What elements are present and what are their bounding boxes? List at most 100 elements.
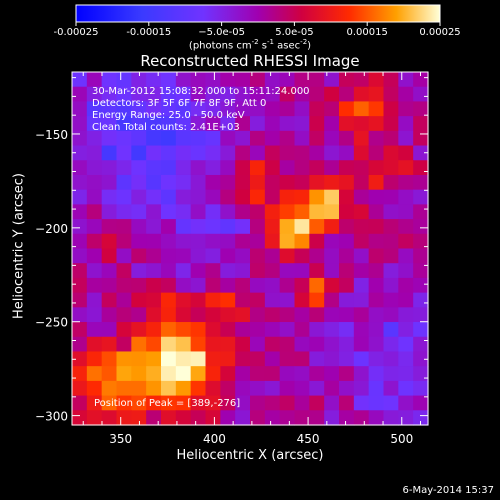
- heatmap-cell: [116, 336, 132, 353]
- heatmap-cell: [324, 307, 340, 323]
- heatmap-cell: [339, 380, 355, 397]
- heatmap-cell: [101, 410, 118, 426]
- heatmap-cell: [116, 101, 132, 117]
- heatmap-cell: [368, 189, 385, 205]
- heatmap-cell: [161, 86, 177, 103]
- colorbar-ticks: -0.00025 -0.00015 −5.0e-05 5.0e-05 0.00015 0.…: [54, 22, 461, 38]
- heatmap-cell: [398, 307, 414, 323]
- heatmap-cell: [398, 204, 414, 220]
- heatmap-cell: [205, 263, 221, 279]
- heatmap-cell: [250, 307, 266, 323]
- heatmap-cell: [250, 233, 266, 250]
- heatmap-cell: [279, 72, 296, 88]
- heatmap-cell: [279, 380, 296, 397]
- heatmap-cell: [294, 204, 310, 220]
- heatmap-cell: [294, 263, 310, 279]
- heatmap-cell: [368, 322, 385, 338]
- heatmap-cell: [72, 72, 88, 88]
- heatmap-cell: [235, 189, 251, 205]
- heatmap-cell: [86, 336, 103, 353]
- heatmap-cell: [324, 101, 340, 117]
- heatmap-cell: [413, 322, 429, 338]
- heatmap-cell: [86, 263, 103, 279]
- heatmap-cell: [161, 130, 177, 147]
- heatmap-cell: [279, 189, 296, 205]
- heatmap-cell: [146, 248, 162, 264]
- heatmap-cell: [279, 130, 296, 147]
- heatmap-cell: [235, 277, 251, 294]
- heatmap-cell: [264, 351, 281, 367]
- heatmap-cell: [131, 130, 147, 147]
- heatmap-cell: [131, 307, 147, 323]
- heatmap-cell: [309, 86, 325, 103]
- heatmap-cell: [86, 86, 103, 103]
- heatmap-cell: [205, 160, 221, 176]
- heatmap-cell: [190, 204, 207, 220]
- heatmap-cell: [86, 395, 103, 411]
- heatmap-cell: [146, 395, 162, 411]
- heatmap-cell: [383, 277, 399, 294]
- heatmap-cell: [294, 116, 310, 132]
- heatmap-cell: [353, 307, 370, 323]
- heatmap-cell: [353, 189, 370, 205]
- heatmap-cell: [250, 116, 266, 132]
- heatmap-cell: [146, 292, 162, 308]
- heatmap-cell: [220, 130, 236, 147]
- heatmap-cell: [101, 395, 118, 411]
- heatmap-cell: [161, 116, 177, 132]
- heatmap-cell: [264, 101, 281, 117]
- heatmap-cell: [398, 160, 414, 176]
- heatmap-cell: [146, 263, 162, 279]
- heatmap-cell: [131, 395, 147, 411]
- axis-ticks: 350 400 450 500 −150 −200 −250 −300: [35, 72, 428, 446]
- heatmap-cell: [205, 292, 221, 308]
- heatmap-cell: [86, 101, 103, 117]
- heatmap-cell: [353, 145, 370, 161]
- heatmap-cell: [264, 366, 281, 382]
- heatmap-cell: [161, 366, 177, 382]
- heatmap-cell: [205, 174, 221, 191]
- heatmap-cell: [339, 248, 355, 264]
- heatmap-cell: [264, 116, 281, 132]
- heatmap-cell: [324, 116, 340, 132]
- heatmap-cell: [72, 395, 88, 411]
- heatmap-cell: [309, 72, 325, 88]
- heatmap-cell: [190, 380, 207, 397]
- heatmap-cell: [101, 174, 118, 191]
- heatmap-cell: [353, 86, 370, 103]
- heatmap-cell: [279, 277, 296, 294]
- heatmap-cell: [131, 86, 147, 103]
- heatmap-cell: [279, 116, 296, 132]
- heatmap-cell: [309, 160, 325, 176]
- heatmap-cell: [161, 145, 177, 161]
- heatmap-cell: [309, 174, 325, 191]
- heatmap-cell: [175, 72, 192, 88]
- heatmap-cell: [146, 116, 162, 132]
- heatmap-cell: [116, 263, 132, 279]
- heatmap-cell: [86, 219, 103, 235]
- heatmap-cell: [101, 189, 118, 205]
- heatmap-cell: [116, 322, 132, 338]
- heatmap-cell: [190, 263, 207, 279]
- heatmap-cell: [264, 174, 281, 191]
- heatmap-cell: [205, 351, 221, 367]
- heatmap-cell: [309, 395, 325, 411]
- heatmap-cell: [264, 219, 281, 235]
- heatmap-cell: [339, 219, 355, 235]
- heatmap-cell: [220, 263, 236, 279]
- heatmap-cell: [383, 366, 399, 382]
- heatmap-cell: [324, 380, 340, 397]
- heatmap-cell: [264, 160, 281, 176]
- heatmap-cell: [309, 116, 325, 132]
- heatmap-cell: [235, 72, 251, 88]
- heatmap-cell: [413, 86, 429, 103]
- heatmap-cell: [220, 351, 236, 367]
- heatmap-cell: [190, 116, 207, 132]
- heatmap-cell: [116, 395, 132, 411]
- heatmap-cell: [353, 292, 370, 308]
- heatmap-cell: [324, 292, 340, 308]
- heatmap-cell: [220, 174, 236, 191]
- heatmap-cell: [190, 322, 207, 338]
- heatmap-cell: [220, 322, 236, 338]
- heatmap-cell: [250, 130, 266, 147]
